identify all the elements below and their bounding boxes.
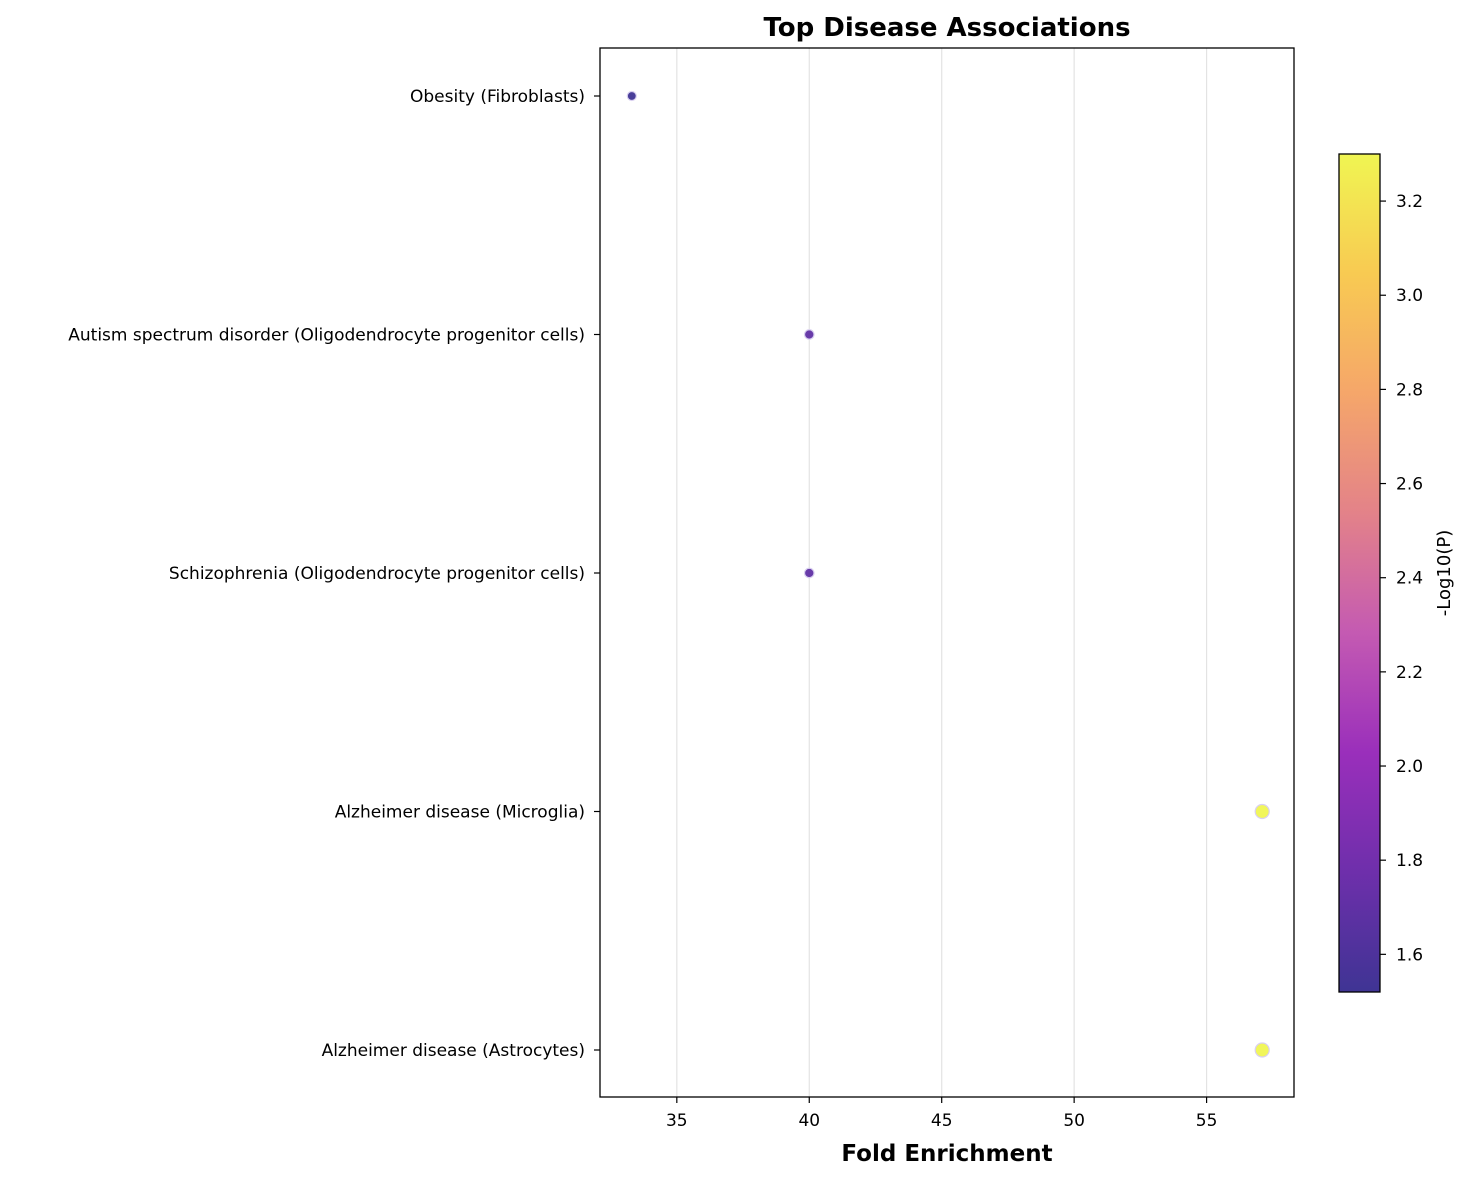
colorbar-tick-label: 1.8	[1396, 851, 1423, 871]
y-axis: Obesity (Fibroblasts) Autism spectrum dis…	[68, 87, 600, 1061]
chart-title: Top Disease Associations	[763, 13, 1130, 43]
colorbar-tick-label: 1.6	[1396, 945, 1423, 965]
colorbar-tick-label: 2.6	[1396, 475, 1423, 495]
data-point	[803, 567, 815, 579]
y-tick-label: Obesity (Fibroblasts)	[410, 87, 585, 107]
x-tick-label: 50	[1063, 1111, 1085, 1131]
x-tick-label: 45	[931, 1111, 953, 1131]
grid-lines	[676, 48, 1208, 1097]
colorbar-tick-label: 3.2	[1396, 192, 1423, 212]
plot-area-frame	[599, 47, 1295, 1098]
x-tick-label: 40	[798, 1111, 820, 1131]
colorbar-tick-label: 2.8	[1396, 380, 1423, 400]
data-point	[626, 90, 637, 102]
colorbar-label: -Log10(P)	[1434, 530, 1455, 616]
colorbar-tick-label: 2.2	[1396, 663, 1423, 683]
data-point	[1254, 1042, 1270, 1058]
colorbar: 1.6 1.8 2.0 2.2 2.4 2.6 2.8 3.0 3.2 -Log10(P)	[1338, 153, 1455, 993]
x-tick-label: 35	[666, 1111, 688, 1131]
y-tick-label: Autism spectrum disorder (Oligodendrocyt…	[68, 326, 585, 346]
colorbar-tick-label: 3.0	[1396, 286, 1423, 306]
data-points	[626, 90, 1270, 1058]
x-tick-label: 55	[1196, 1111, 1218, 1131]
y-tick-label: Alzheimer disease (Microglia)	[335, 803, 585, 823]
colorbar-gradient	[1338, 153, 1381, 993]
x-axis-title: Fold Enrichment	[841, 1141, 1052, 1167]
y-tick-label: Schizophrenia (Oligodendrocyte progenito…	[169, 564, 585, 584]
data-point	[803, 329, 815, 340]
colorbar-tick-label: 2.4	[1396, 569, 1423, 589]
data-point	[1254, 803, 1270, 820]
colorbar-ticks: 1.6 1.8 2.0 2.2 2.4 2.6 2.8 3.0 3.2	[1380, 192, 1423, 965]
colorbar-tick-label: 2.0	[1396, 757, 1423, 777]
x-axis: 35 40 45 50 55	[666, 1097, 1217, 1131]
y-tick-label: Alzheimer disease (Astrocytes)	[322, 1041, 585, 1061]
